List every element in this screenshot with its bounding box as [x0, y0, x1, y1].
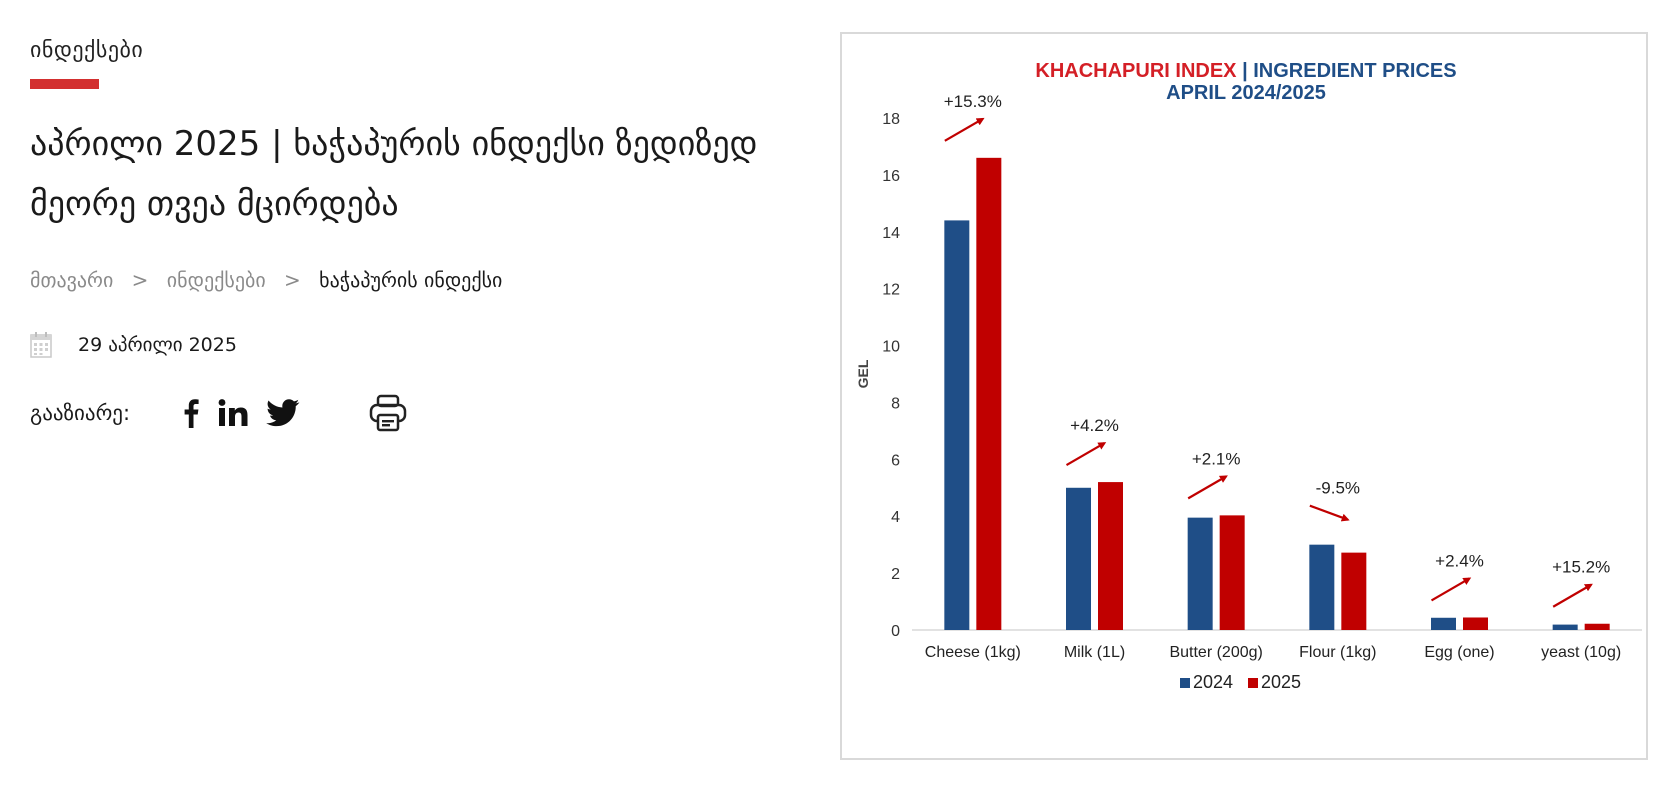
- change-label: +2.1%: [1192, 449, 1241, 468]
- y-tick-label: 2: [891, 566, 900, 583]
- bar-2024: [944, 220, 970, 630]
- x-tick-label: yeast (10g): [1541, 644, 1621, 661]
- legend-label: 2024: [1193, 672, 1233, 692]
- print-icon[interactable]: [368, 393, 408, 433]
- facebook-icon[interactable]: [182, 398, 200, 428]
- change-arrow: [1430, 577, 1472, 602]
- bar-2024: [1552, 624, 1578, 630]
- linkedin-icon[interactable]: [218, 399, 248, 427]
- bar-2025: [1219, 515, 1245, 630]
- bar-2024: [1309, 544, 1335, 630]
- bar-2025: [1098, 482, 1123, 630]
- breadcrumb-current: ხაჭაპურის ინდექსი: [319, 268, 503, 292]
- change-arrow: [1309, 504, 1350, 522]
- change-label: -9.5%: [1316, 479, 1360, 498]
- chart-image: KHACHAPURI INDEX | INGREDIENT PRICES APR…: [840, 32, 1648, 760]
- bar-2024: [1187, 517, 1213, 630]
- y-tick-label: 0: [891, 623, 900, 640]
- bar-2025: [1341, 552, 1367, 630]
- y-tick-label: 18: [882, 111, 900, 128]
- change-label: +15.3%: [944, 92, 1002, 111]
- breadcrumb-separator: >: [284, 268, 301, 292]
- category-label[interactable]: ინდექსები: [30, 38, 144, 63]
- change-arrow: [1552, 583, 1593, 608]
- chart-title-part2: INGREDIENT PRICES: [1253, 60, 1456, 82]
- calendar-icon: [30, 332, 52, 358]
- breadcrumb: მთავარი > ინდექსები > ხაჭაპურის ინდექსი: [30, 268, 502, 292]
- y-tick-label: 14: [882, 225, 900, 242]
- legend-label: 2025: [1261, 672, 1301, 692]
- x-tick-label: Milk (1L): [1064, 644, 1125, 661]
- share-bar: გააზიარე:: [30, 393, 426, 433]
- legend-swatch: [1180, 678, 1190, 688]
- change-label: +2.4%: [1435, 551, 1484, 570]
- chart-title-separator: |: [1237, 60, 1254, 82]
- breadcrumb-section[interactable]: ინდექსები: [166, 268, 266, 292]
- y-tick-label: 16: [882, 168, 900, 185]
- twitter-icon[interactable]: [266, 399, 300, 427]
- change-label: +15.2%: [1552, 558, 1610, 577]
- breadcrumb-separator: >: [131, 268, 149, 292]
- bar-2025: [976, 157, 1002, 631]
- chart-title: KHACHAPURI INDEX | INGREDIENT PRICES: [1035, 60, 1456, 82]
- chart-subtitle: APRIL 2024/2025: [1166, 82, 1326, 104]
- legend-swatch: [1248, 678, 1258, 688]
- category-underline: [30, 79, 99, 89]
- date-text: 29 აპრილი 2025: [78, 334, 237, 356]
- y-tick-label: 10: [882, 339, 900, 356]
- x-tick-label: Cheese (1kg): [925, 644, 1021, 661]
- bar-2025: [1584, 623, 1610, 630]
- share-label: გააზიარე:: [30, 401, 131, 425]
- chart-title-part1: KHACHAPURI INDEX: [1035, 60, 1237, 82]
- y-tick-label: 8: [891, 395, 900, 412]
- bar-2024: [1431, 617, 1456, 630]
- change-label: +4.2%: [1070, 416, 1119, 435]
- change-arrow: [1065, 442, 1107, 467]
- x-tick-label: Egg (one): [1424, 644, 1494, 661]
- y-tick-label: 12: [882, 282, 900, 299]
- page-title: აპრილი 2025 | ხაჭაპურის ინდექსი ზედიზედ …: [30, 124, 758, 224]
- y-tick-label: 4: [891, 509, 900, 526]
- change-arrow: [944, 117, 985, 142]
- breadcrumb-home[interactable]: მთავარი: [30, 268, 114, 292]
- x-tick-label: Flour (1kg): [1299, 644, 1376, 661]
- x-tick-label: Butter (200g): [1169, 644, 1262, 661]
- y-tick-label: 6: [891, 452, 900, 469]
- publish-date: 29 აპრილი 2025: [30, 330, 237, 360]
- bar-chart: KHACHAPURI INDEX | INGREDIENT PRICES APR…: [855, 60, 1642, 692]
- bar-2025: [1463, 617, 1488, 630]
- change-arrow: [1187, 475, 1228, 500]
- bar-2024: [1066, 487, 1091, 630]
- y-axis-label: GEL: [855, 359, 871, 388]
